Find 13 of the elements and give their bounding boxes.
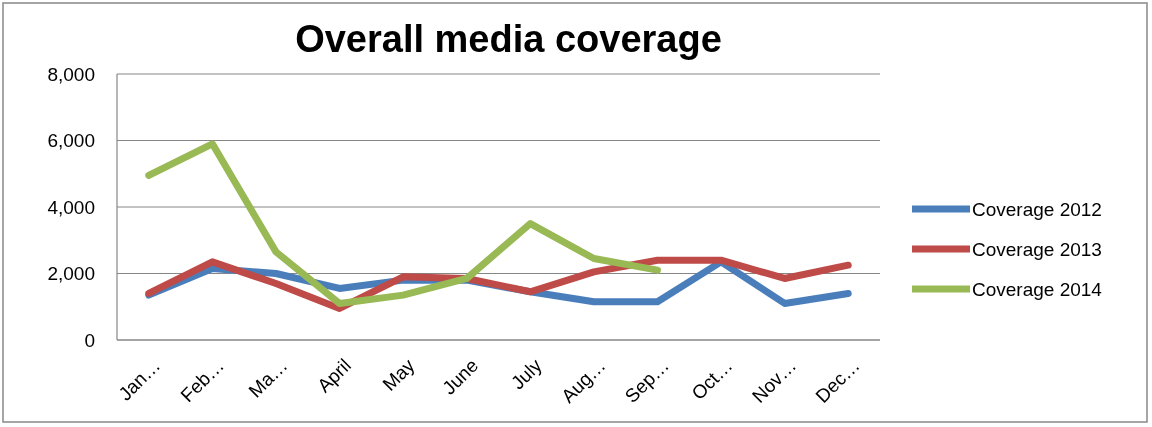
y-tick-label: 8,000	[47, 63, 95, 85]
x-tick-label: Ma…	[244, 354, 292, 402]
legend-label: Coverage 2013	[972, 238, 1102, 260]
legend-label: Coverage 2014	[972, 278, 1103, 300]
y-tick-label: 4,000	[47, 196, 95, 218]
y-tick-label: 6,000	[47, 130, 95, 152]
x-tick-label: July	[507, 354, 547, 394]
chart-title: Overall media coverage	[295, 18, 722, 60]
y-tick-label: 0	[84, 329, 95, 351]
legend-label: Coverage 2012	[972, 198, 1102, 220]
x-tick-label: Oct…	[687, 354, 737, 404]
y-tick-label: 2,000	[47, 263, 95, 285]
x-tick-label: May	[378, 354, 419, 395]
